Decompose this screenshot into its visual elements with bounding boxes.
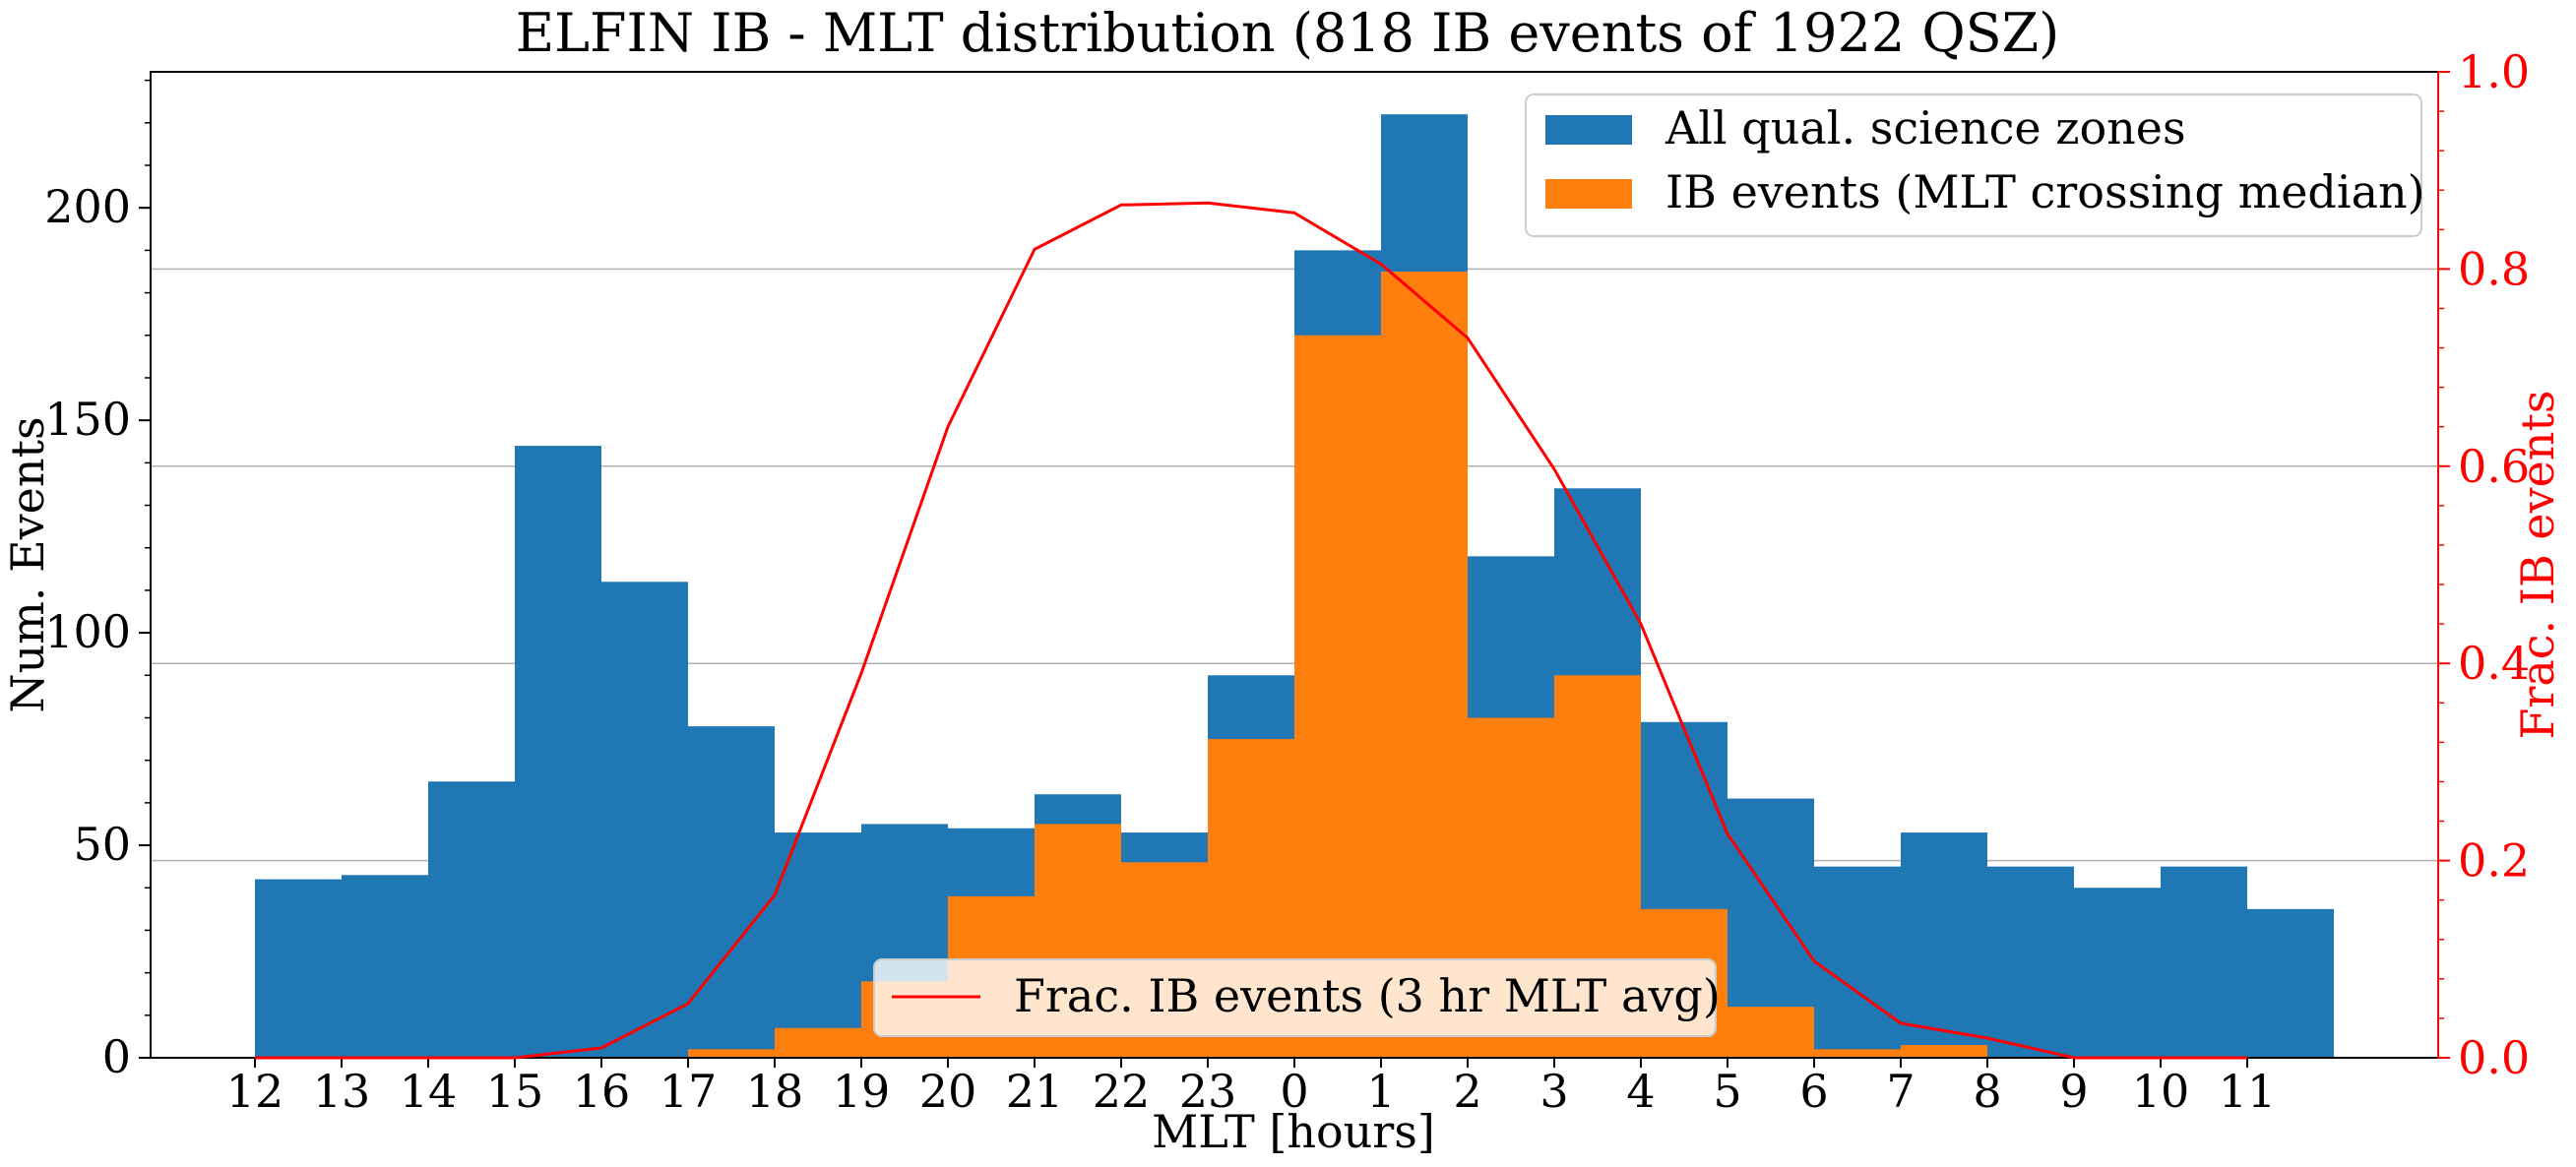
y-tick-label: 150 (44, 393, 131, 446)
x-tick-label: 5 (1713, 1065, 1741, 1118)
bar-all-qsz (688, 726, 775, 1058)
x-tick-label: 23 (1179, 1065, 1237, 1118)
bar-ib-events (688, 1049, 775, 1058)
bar-all-qsz (342, 875, 428, 1058)
chart-title: ELFIN IB - MLT distribution (818 IB even… (516, 2, 2059, 64)
x-tick-label: 0 (1280, 1065, 1308, 1118)
bar-all-qsz (2161, 866, 2247, 1058)
legend-line: Frac. IB events (3 hr MLT avg) (873, 958, 1721, 1037)
legend-label-ib-events: IB events (MLT crossing median) (1665, 165, 2425, 218)
x-tick-label: 12 (226, 1065, 284, 1118)
x-tick-label: 19 (833, 1065, 891, 1118)
bar-ib-events (1814, 1049, 1901, 1058)
legend-label-frac: Frac. IB events (3 hr MLT avg) (1014, 969, 1721, 1022)
y2-tick-label: 1.0 (2458, 45, 2530, 98)
bar-ib-events (1728, 1007, 1814, 1058)
x-tick-label: 21 (1006, 1065, 1064, 1118)
x-tick-label: 13 (313, 1065, 371, 1118)
x-tick-label: 17 (660, 1065, 718, 1118)
legend-bars: All qual. science zones IB events (MLT c… (1525, 93, 2425, 237)
bar-all-qsz (2247, 908, 2334, 1058)
x-tick-label: 8 (1973, 1065, 2001, 1118)
bar-all-qsz (1901, 832, 1987, 1058)
x-tick-label: 10 (2132, 1065, 2190, 1118)
x-tick-label: 22 (1093, 1065, 1151, 1118)
y-tick-label: 200 (44, 180, 131, 233)
y-tick-label: 0 (102, 1030, 131, 1083)
x-tick-label: 3 (1539, 1065, 1568, 1118)
x-tick-label: 1 (1366, 1065, 1395, 1118)
y2-tick-label: 0.6 (2458, 440, 2530, 493)
bar-ib-events (1901, 1045, 1987, 1058)
bar-all-qsz (2074, 888, 2161, 1058)
y2-axis-ticks: 0.0 0.2 0.4 0.6 0.8 1.0 (2438, 45, 2530, 1084)
x-tick-label: 16 (573, 1065, 631, 1118)
x-tick-label: 11 (2219, 1065, 2277, 1118)
y-axis-label: Num. Events (1, 416, 54, 712)
y2-tick-label: 0.0 (2458, 1031, 2530, 1084)
legend-label-all-qsz: All qual. science zones (1665, 101, 2186, 154)
bar-ib-events (1294, 335, 1381, 1058)
y-axis-ticks: 0 50 100 150 200 (44, 79, 151, 1083)
x-tick-label: 15 (486, 1065, 544, 1118)
bar-ib-events (1381, 271, 1468, 1058)
y2-tick-label: 0.8 (2458, 242, 2530, 295)
bar-all-qsz (515, 446, 601, 1058)
legend-swatch-ib-events (1545, 179, 1632, 209)
x-tick-label: 2 (1453, 1065, 1481, 1118)
bar-all-qsz (255, 879, 342, 1058)
frac-ib-line (255, 201, 2247, 1060)
x-tick-label: 18 (746, 1065, 804, 1118)
x-tick-label: 9 (2059, 1065, 2088, 1118)
x-tick-label: 6 (1799, 1065, 1828, 1118)
legend-swatch-all-qsz (1545, 115, 1632, 145)
x-tick-label: 7 (1886, 1065, 1915, 1118)
bar-all-qsz (601, 582, 688, 1058)
y2-tick-label: 0.4 (2458, 637, 2530, 690)
y-tick-label: 50 (73, 818, 131, 871)
bar-all-qsz (1814, 866, 1901, 1058)
bar-ib-events (775, 1027, 861, 1058)
y-tick-label: 100 (44, 605, 131, 658)
x-tick-label: 14 (400, 1065, 458, 1118)
x-tick-label: 4 (1626, 1065, 1655, 1118)
bar-all-qsz (775, 832, 861, 1058)
y2-axis-label: Frac. IB events (2511, 390, 2564, 739)
y2-tick-label: 0.2 (2458, 834, 2530, 888)
bar-all-qsz (1987, 866, 2074, 1058)
x-axis-ticks: 12 13 14 15 16 17 18 19 20 21 22 23 0 1 2 3 4 5 6 7 8 9 10 11 (226, 1058, 2277, 1118)
x-tick-label: 20 (919, 1065, 977, 1118)
x-axis-label: MLT [hours] (1152, 1105, 1435, 1158)
bar-all-qsz (428, 781, 515, 1058)
